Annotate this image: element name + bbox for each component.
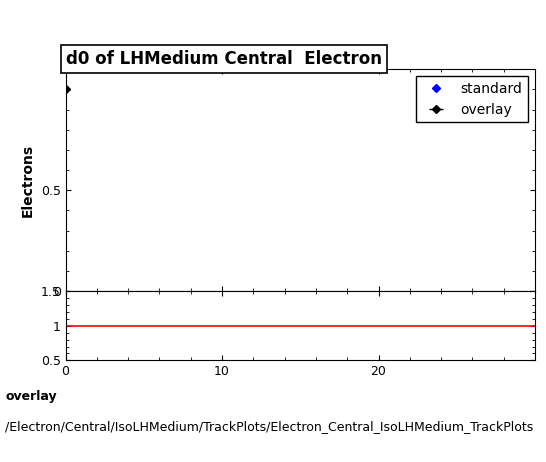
Legend: standard, overlay: standard, overlay (416, 76, 528, 122)
Text: overlay: overlay (5, 390, 57, 403)
Text: d0 of LHMedium Central  Electron: d0 of LHMedium Central Electron (66, 50, 382, 68)
Text: /Electron/Central/IsoLHMedium/TrackPlots/Electron_Central_IsoLHMedium_TrackPlots: /Electron/Central/IsoLHMedium/TrackPlots… (5, 420, 533, 433)
Y-axis label: Electrons: Electrons (21, 144, 35, 217)
